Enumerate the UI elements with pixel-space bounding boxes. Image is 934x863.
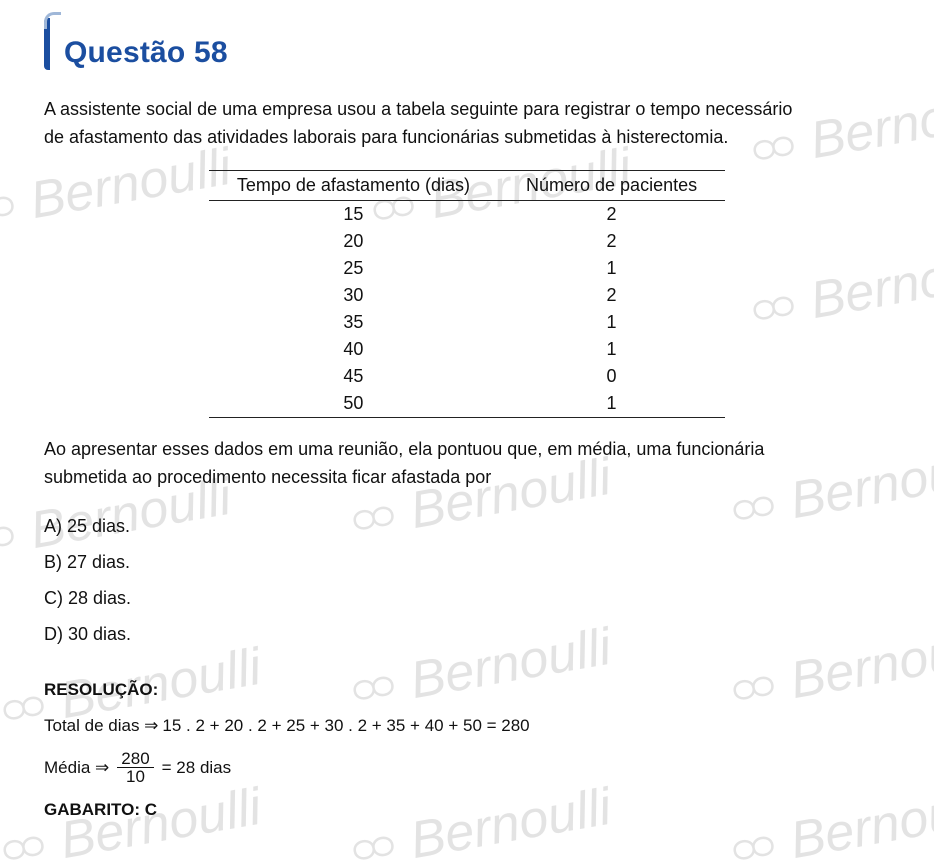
total-expression: 15 . 2 + 20 . 2 + 25 + 30 . 2 + 35 + 40 …: [162, 716, 529, 736]
question-title: Questão 58: [64, 36, 228, 70]
option-b: B) 27 dias.: [44, 544, 890, 580]
table-row: 401: [209, 336, 725, 363]
question-header: Questão 58: [44, 18, 890, 70]
table-row: 302: [209, 282, 725, 309]
post-stem-line-1: Ao apresentar esses dados em uma reunião…: [44, 439, 764, 459]
answer-key: GABARITO: C: [44, 800, 890, 820]
table-row: 501: [209, 390, 725, 418]
table-col-1: Número de pacientes: [498, 170, 725, 200]
gabarito-label: GABARITO:: [44, 800, 140, 819]
resolution-total-line: Total de dias ⇒ 15 . 2 + 20 . 2 + 25 + 3…: [44, 716, 890, 736]
question-post-stem: Ao apresentar esses dados em uma reunião…: [44, 436, 890, 492]
stem-line-1: A assistente social de uma empresa usou …: [44, 99, 792, 119]
gabarito-value: C: [145, 800, 157, 819]
total-label: Total de dias ⇒: [44, 716, 158, 736]
data-table: Tempo de afastamento (dias) Número de pa…: [209, 170, 725, 418]
question-accent-bar: [44, 18, 50, 70]
fraction-denominator: 10: [122, 768, 149, 786]
stem-line-2: de afastamento das atividades laborais p…: [44, 127, 728, 147]
option-a: A) 25 dias.: [44, 508, 890, 544]
resolution-heading: RESOLUÇÃO:: [44, 680, 890, 700]
options-list: A) 25 dias. B) 27 dias. C) 28 dias. D) 3…: [44, 508, 890, 652]
table-row: 450: [209, 363, 725, 390]
option-c: C) 28 dias.: [44, 580, 890, 616]
table-header-row: Tempo de afastamento (dias) Número de pa…: [209, 170, 725, 200]
resolution-media-line: Média ⇒ 280 10 = 28 dias: [44, 750, 890, 787]
post-stem-line-2: submetida ao procedimento necessita fica…: [44, 467, 491, 487]
fraction: 280 10: [117, 750, 153, 787]
table-row: 351: [209, 309, 725, 336]
table-row: 152: [209, 200, 725, 228]
table-row: 202: [209, 228, 725, 255]
fraction-numerator: 280: [117, 750, 153, 769]
question-stem: A assistente social de uma empresa usou …: [44, 96, 890, 152]
table-col-0: Tempo de afastamento (dias): [209, 170, 498, 200]
option-d: D) 30 dias.: [44, 616, 890, 652]
media-label: Média ⇒: [44, 758, 109, 778]
table-row: 251: [209, 255, 725, 282]
media-result: = 28 dias: [162, 758, 231, 778]
